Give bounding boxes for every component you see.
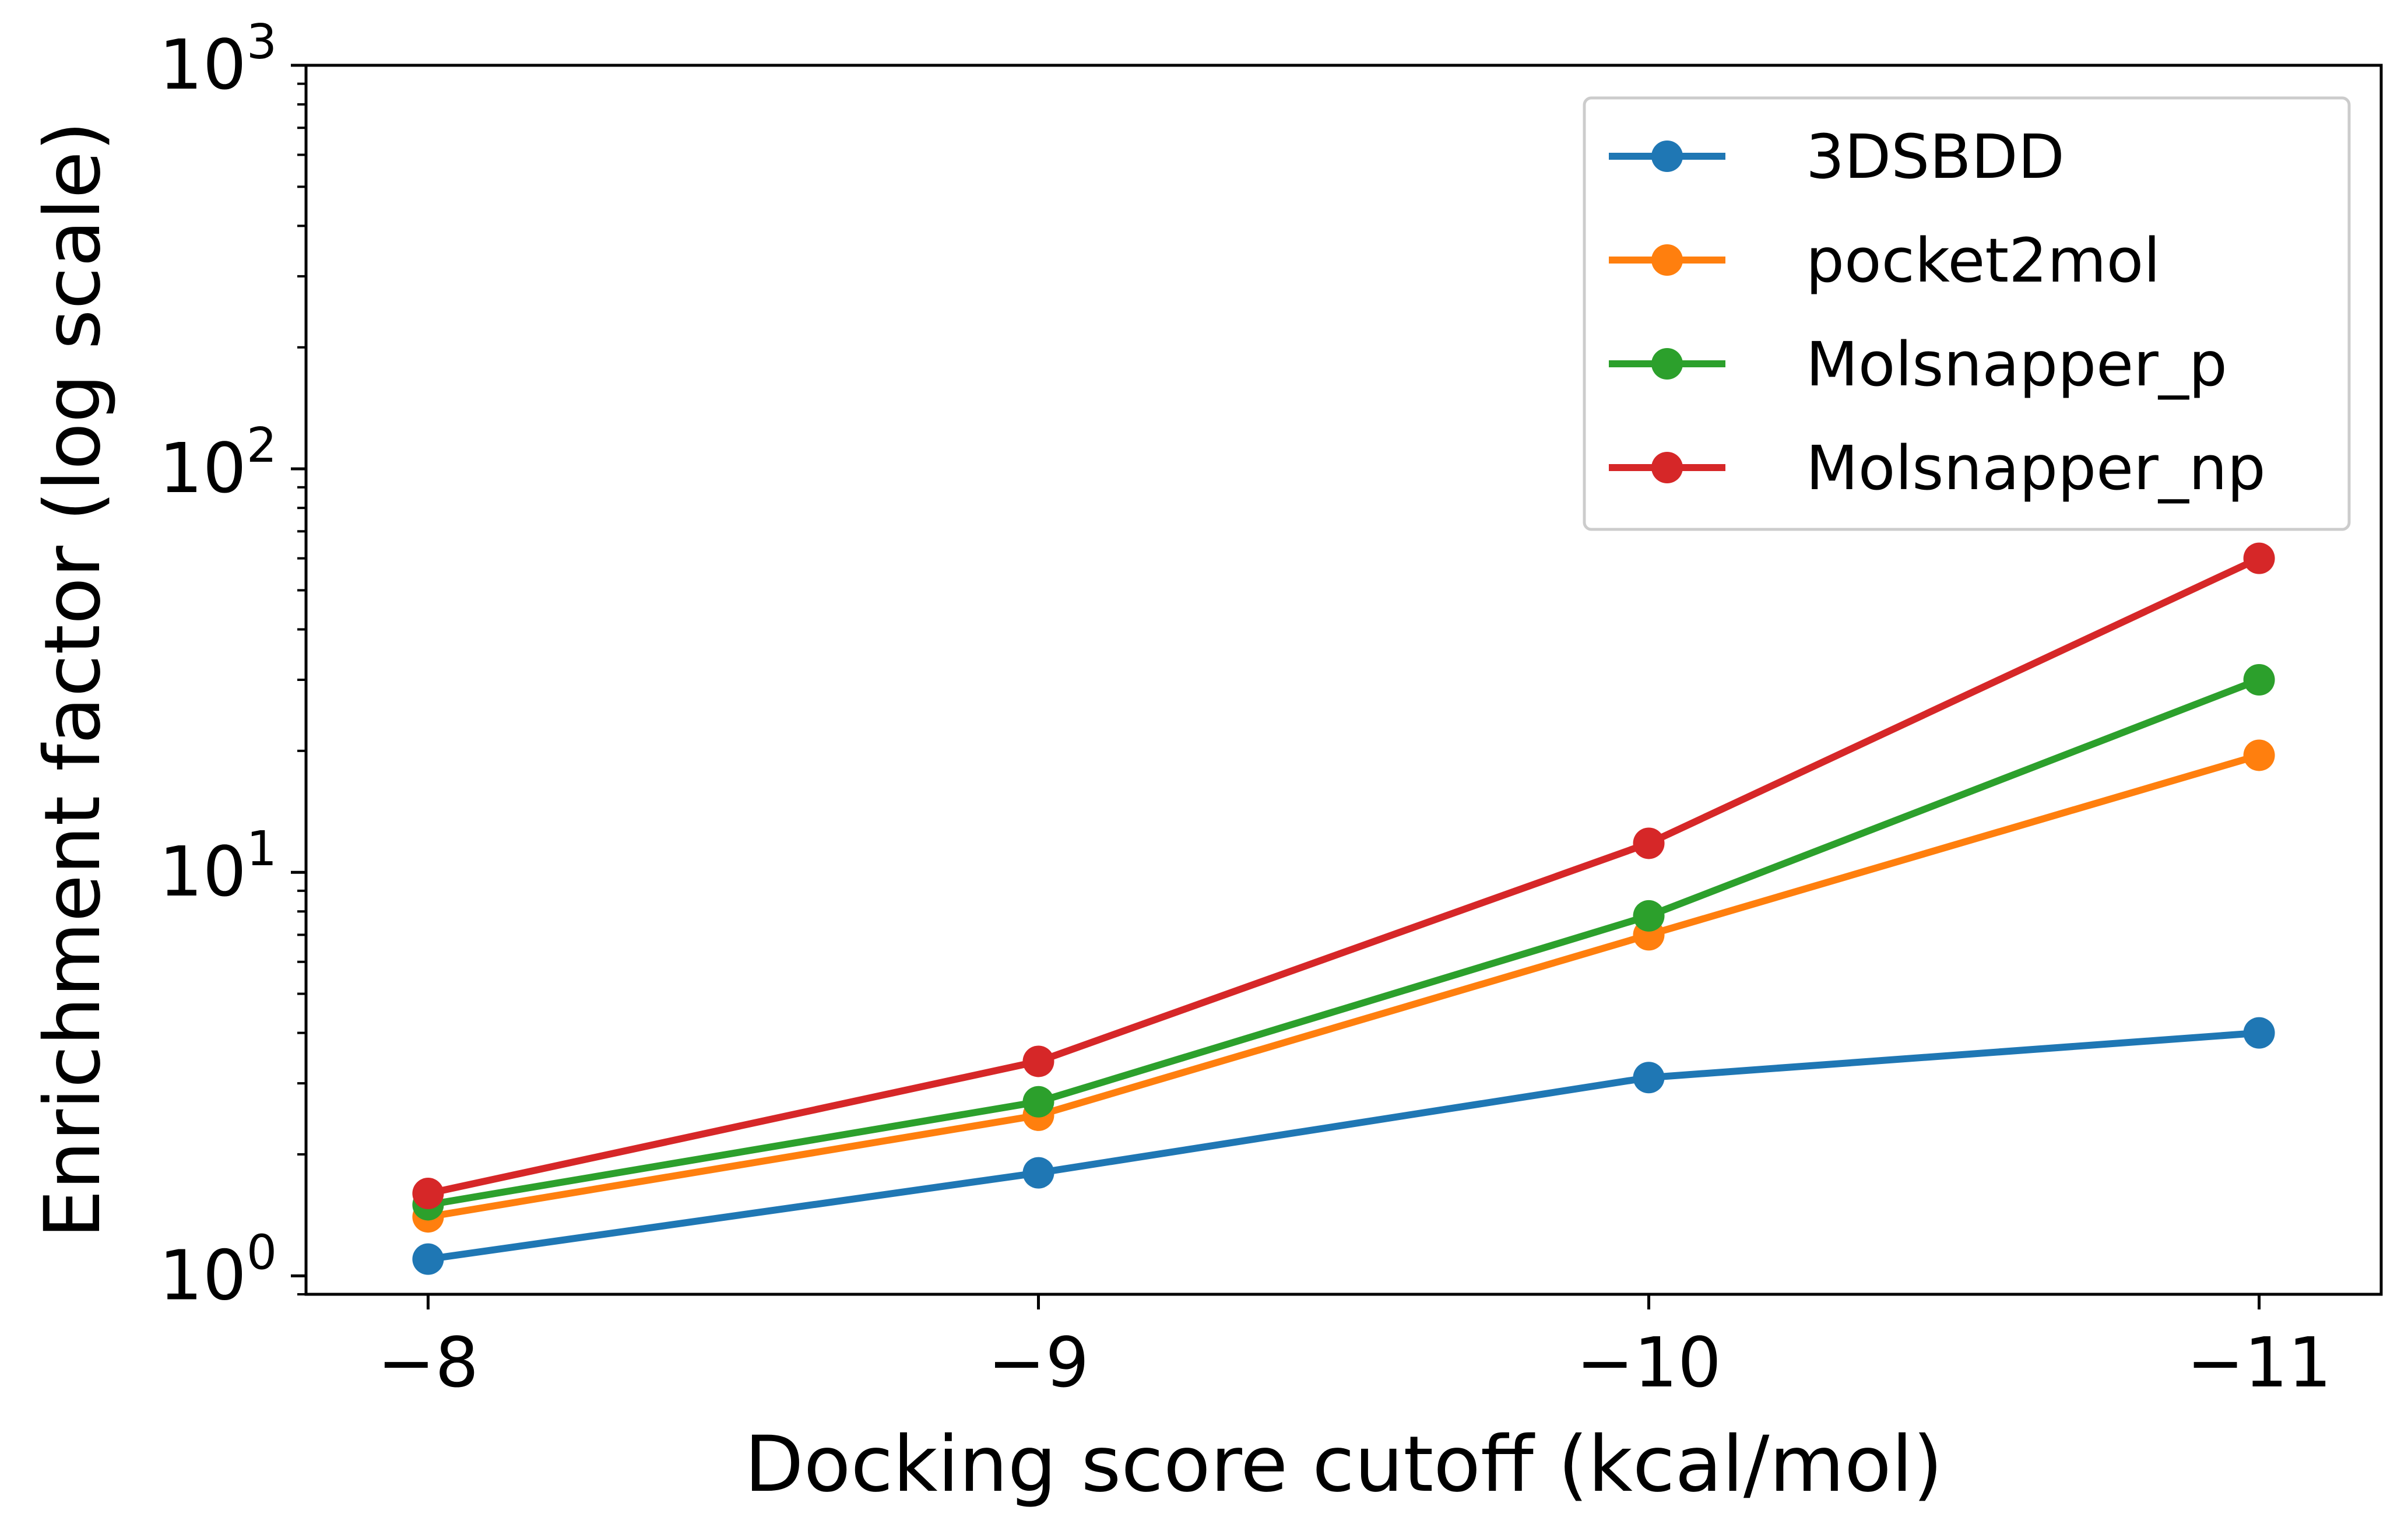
series-line: [427, 555, 2261, 1197]
series-line: [427, 676, 2261, 1209]
series-Molsnapper_np: [412, 542, 2275, 1210]
y-tick-label: 100: [159, 1225, 277, 1315]
y-tick-label: 102: [159, 418, 277, 508]
x-tick-label: −11: [2186, 1322, 2332, 1403]
legend-marker: [1651, 244, 1683, 276]
series-3DSBDD: [412, 1017, 2275, 1275]
x-tick-label: −8: [377, 1322, 479, 1403]
y-tick-label-base: 10: [159, 1235, 247, 1315]
y-tick-label-exponent: 1: [247, 821, 277, 877]
y-tick-label: 101: [159, 821, 277, 912]
y-tick-label-base: 10: [159, 831, 247, 912]
legend-item: Molsnapper_np: [1609, 433, 2266, 504]
legend-label: Molsnapper_np: [1806, 433, 2266, 504]
legend-label: Molsnapper_p: [1806, 329, 2227, 400]
y-tick-label: 103: [159, 15, 277, 105]
y-tick-label-exponent: 0: [247, 1225, 277, 1280]
y-tick-label-exponent: 3: [247, 15, 277, 70]
y-tick-label-base: 10: [159, 428, 247, 508]
y-tick-label-exponent: 2: [247, 418, 277, 473]
x-axis-label: Docking score cutoff (kcal/mol): [744, 1420, 1943, 1509]
legend-marker: [1651, 348, 1683, 380]
x-tick-label: −10: [1576, 1322, 1721, 1403]
data-point: [1022, 1045, 1054, 1077]
legend-box: [1583, 96, 2351, 531]
series-line: [427, 1029, 2260, 1263]
data-point: [2243, 739, 2275, 771]
data-point: [2243, 542, 2275, 574]
y-axis-label: Enrichment factor (log scale): [28, 121, 118, 1238]
plot-frame: [304, 64, 2383, 1296]
data-point: [2243, 1017, 2275, 1049]
data-point: [1633, 827, 1665, 859]
data-point: [412, 1243, 444, 1275]
data-point: [1022, 1157, 1054, 1189]
data-point: [412, 1178, 444, 1210]
legend-marker: [1651, 141, 1683, 172]
x-tick-label: −9: [987, 1322, 1089, 1403]
series-layer: [412, 542, 2275, 1275]
data-point: [1633, 900, 1665, 932]
data-point: [1633, 1062, 1665, 1094]
data-point: [1022, 1086, 1054, 1118]
legend-item: 3DSBDD: [1609, 121, 2065, 192]
legend-item: pocket2mol: [1609, 225, 2160, 296]
data-point: [2243, 664, 2275, 696]
series-line: [427, 752, 2261, 1221]
legend-label: 3DSBDD: [1806, 121, 2065, 192]
legend-label: pocket2mol: [1806, 225, 2160, 296]
legend-item: Molsnapper_p: [1609, 329, 2227, 400]
legend-marker: [1651, 452, 1683, 483]
legend: 3DSBDD pocket2mol Molsnapper_p Molsnapper_n…: [1583, 96, 2351, 531]
y-tick-label-base: 10: [159, 24, 247, 105]
